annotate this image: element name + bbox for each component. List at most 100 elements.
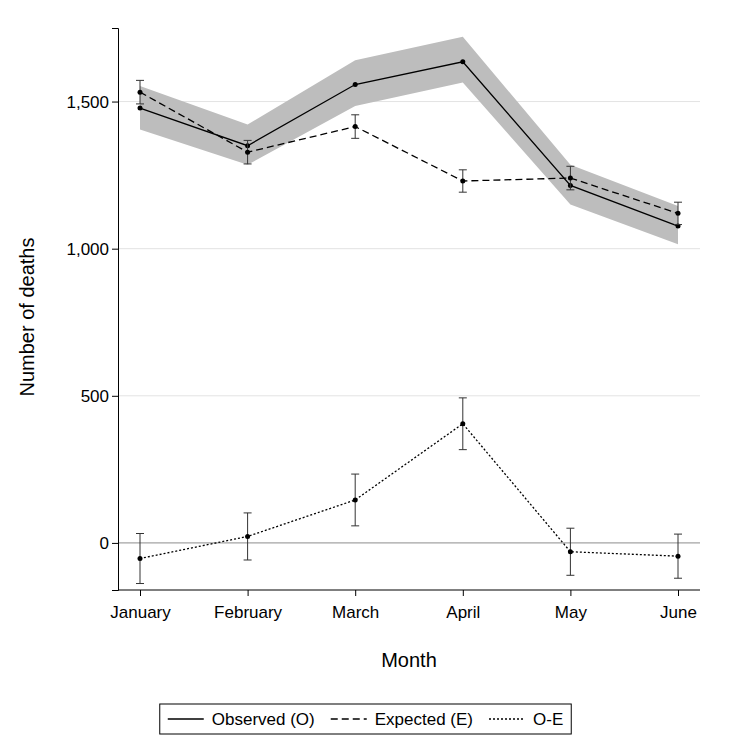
error-bar-cap (136, 80, 144, 81)
legend-item: Observed (O) (168, 710, 315, 729)
point (245, 150, 250, 155)
error-bar-cap (351, 474, 359, 475)
error-bar-cap (566, 575, 574, 576)
point (676, 554, 681, 559)
point (353, 497, 358, 502)
tick-mark (112, 249, 118, 250)
error-bar-cap (351, 138, 359, 139)
error-bar (459, 398, 467, 450)
error-bars (136, 398, 682, 584)
markers (138, 59, 681, 228)
error-bar (674, 534, 682, 578)
point (138, 106, 143, 111)
error-bar-cap (674, 534, 682, 535)
error-bar (244, 513, 252, 560)
tick-mark (112, 543, 118, 544)
tick-label: June (660, 603, 697, 622)
error-bar-cap (244, 559, 252, 560)
x-axis: January February March April May June (110, 590, 700, 622)
tick: June (660, 590, 697, 622)
tick-mark (112, 102, 118, 103)
tick-label: April (446, 603, 480, 622)
legend-swatch (331, 718, 367, 719)
error-bar-cap (351, 525, 359, 526)
tick-label: 1,500 (66, 93, 109, 112)
tick: 0 (100, 534, 118, 553)
error-bar-cap (244, 163, 252, 164)
legend: Observed (O) Expected (E) O-E (160, 704, 571, 734)
tick: 1,500 (66, 93, 118, 112)
tick: 1,000 (66, 240, 118, 259)
error-bar (351, 474, 359, 526)
y-axis: 0 500 1,000 1,500 (66, 29, 118, 591)
tick-mark (355, 590, 356, 596)
markers (138, 421, 681, 561)
tick: March (332, 590, 379, 622)
tick-mark (678, 590, 679, 596)
tick-label: 1,000 (66, 240, 109, 259)
tick-label: 0 (100, 534, 109, 553)
x-axis-title: Month (381, 649, 437, 671)
error-bar-cap (674, 578, 682, 579)
axis-line (118, 590, 700, 591)
legend-label: Expected (E) (375, 710, 473, 729)
point (138, 90, 143, 95)
point (460, 421, 465, 426)
point (568, 549, 573, 554)
error-bar-cap (566, 189, 574, 190)
confidence-band (140, 37, 678, 244)
tick-mark (112, 396, 118, 397)
error-bar-cap (136, 533, 144, 534)
chart: 0 500 1,000 1,500 January February March April M… (0, 0, 731, 742)
tick-label: 500 (81, 387, 109, 406)
tick: May (555, 590, 588, 622)
markers (138, 90, 681, 216)
point (138, 556, 143, 561)
error-bar-cap (459, 449, 467, 450)
tick-label: February (214, 603, 283, 622)
tick-mark (570, 590, 571, 596)
error-bar-cap (566, 166, 574, 167)
point (460, 179, 465, 184)
grid (118, 102, 700, 543)
point (460, 59, 465, 64)
grid-line (118, 395, 700, 396)
series-line (140, 92, 678, 213)
tick-label: January (110, 603, 171, 622)
error-bar-cap (459, 169, 467, 170)
grid-line (118, 101, 700, 102)
error-bar-cap (351, 114, 359, 115)
error-bar (566, 166, 574, 190)
point (353, 82, 358, 87)
tick: 500 (81, 387, 118, 406)
error-bar-cap (244, 512, 252, 513)
error-bar-cap (136, 583, 144, 584)
point (676, 211, 681, 216)
error-bar-cap (566, 528, 574, 529)
legend-label: O-E (533, 710, 563, 729)
error-bar (136, 534, 144, 584)
tick: April (446, 590, 480, 622)
legend-swatch (489, 718, 525, 719)
error-bar-cap (244, 140, 252, 141)
tick-mark (140, 590, 141, 596)
y-axis-title: Number of deaths (16, 238, 38, 397)
series-line (140, 62, 678, 226)
tick-label: March (332, 603, 379, 622)
tick-label: May (555, 603, 588, 622)
grid-line (118, 542, 700, 543)
error-bar-cap (674, 202, 682, 203)
legend-item: Expected (E) (331, 710, 473, 729)
error-bar-cap (136, 103, 144, 104)
grid-line (118, 248, 700, 249)
error-bars (136, 80, 682, 224)
error-bar (674, 202, 682, 224)
error-bar-cap (459, 397, 467, 398)
legend-box (160, 704, 571, 734)
point (568, 176, 573, 181)
tick: January (110, 590, 171, 622)
error-bar (136, 80, 144, 104)
tick: February (214, 590, 283, 622)
tick-mark (463, 590, 464, 596)
error-bar-cap (674, 224, 682, 225)
